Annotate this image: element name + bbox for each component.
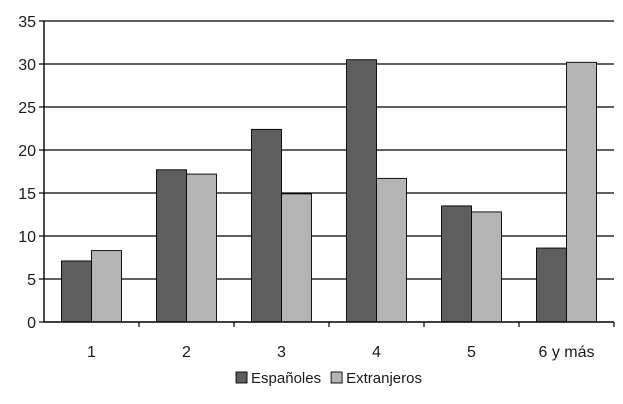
y-tick-label: 25: [18, 100, 36, 117]
y-tick-label: 30: [18, 57, 36, 74]
x-tick-label: 6 y más: [538, 344, 594, 361]
x-tick-label: 4: [372, 344, 381, 361]
bar-espanoles: [346, 59, 377, 323]
x-tick-label: 1: [87, 344, 96, 361]
bar-extranjeros: [471, 211, 502, 323]
legend-swatch: [235, 371, 248, 384]
y-tick-label: 20: [18, 143, 36, 160]
y-tick-labels: 0 5 10 15 20 25 30 35: [18, 14, 36, 332]
bar-extranjeros: [376, 177, 407, 323]
legend-swatch: [330, 371, 343, 384]
bar-extranjeros: [566, 61, 597, 323]
bar-extranjeros: [91, 250, 122, 323]
y-tick-label: 0: [27, 315, 36, 332]
bar-espanoles: [156, 169, 187, 323]
y-tick-label: 15: [18, 186, 36, 203]
bar-espanoles: [61, 260, 92, 323]
bar-extranjeros: [281, 193, 312, 323]
legend-label: Extranjeros: [346, 370, 422, 387]
bar-espanoles: [251, 128, 282, 323]
x-tick-label: 5: [467, 344, 476, 361]
x-tick-labels: 1 2 3 4 5 6 y más: [87, 344, 594, 361]
bar-extranjeros: [186, 173, 217, 323]
y-tick-label: 5: [27, 272, 36, 289]
legend-label: Españoles: [251, 370, 321, 387]
legend: Españoles Extranjeros: [235, 370, 422, 387]
gridlines: [44, 20, 614, 280]
y-tick-label: 35: [18, 14, 36, 31]
bar-espanoles: [441, 205, 472, 323]
axes: [39, 20, 615, 327]
bar-espanoles: [536, 247, 567, 323]
x-tick-label: 3: [277, 344, 286, 361]
bars: [61, 59, 597, 323]
y-tick-label: 10: [18, 229, 36, 246]
x-tick-label: 2: [182, 344, 191, 361]
